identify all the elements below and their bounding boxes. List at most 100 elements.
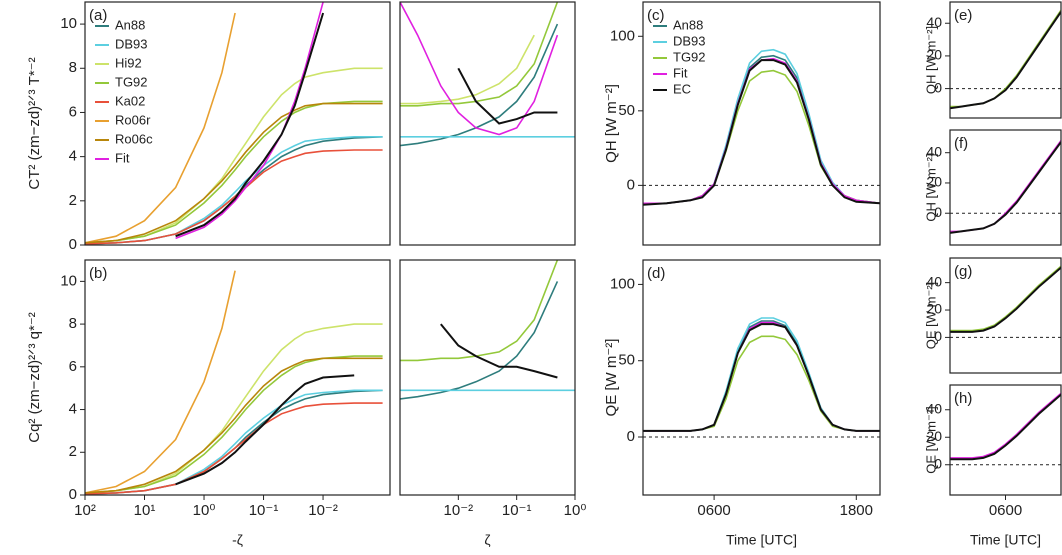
- y-tick-label: 4: [69, 148, 77, 165]
- frame: [642, 259, 881, 496]
- x-tick-label: 10²: [74, 502, 96, 519]
- legend-label: Hi92: [115, 55, 142, 70]
- y-tick-label: 40: [926, 14, 942, 30]
- plot-area: [85, 2, 383, 245]
- legend-label: An88: [115, 17, 145, 32]
- x-tick-label: 10⁰: [193, 502, 216, 519]
- y-tick-label: 10: [60, 15, 77, 32]
- y-axis-label: QH [W m⁻²]: [923, 26, 938, 94]
- panel-label: (h): [954, 390, 972, 407]
- series-line: [440, 323, 558, 379]
- plot-area: [950, 265, 1061, 338]
- series-line: [85, 102, 383, 244]
- series-line: [85, 136, 383, 245]
- series-line: [950, 140, 1061, 233]
- panel-label: (d): [647, 265, 665, 282]
- y-axis-label: QE [W m⁻²]: [923, 282, 938, 350]
- series-line: [400, 34, 535, 105]
- panel-label: (g): [954, 263, 972, 280]
- panel-label: (c): [647, 7, 665, 24]
- series-line: [400, 2, 559, 107]
- frame: [84, 259, 391, 496]
- legend-label: EC: [673, 81, 691, 96]
- series-line: [85, 357, 383, 494]
- y-tick-label: 0: [69, 486, 77, 503]
- y-tick-label: 40: [926, 273, 942, 289]
- y-tick-label: 20: [926, 428, 942, 444]
- y-axis-label: QE [W m⁻²]: [923, 406, 938, 474]
- legend-label: TG92: [115, 74, 148, 89]
- series-line: [400, 281, 559, 400]
- y-tick-label: 10: [60, 272, 77, 289]
- y-tick-label: 2: [69, 192, 77, 209]
- y-axis-label: QH [W m⁻²]: [603, 84, 620, 163]
- x-axis-label: ζ: [484, 532, 490, 548]
- x-tick-label: 10¹: [134, 502, 156, 519]
- y-tick-label: 40: [926, 400, 942, 416]
- series-line: [85, 136, 383, 245]
- series-line: [950, 266, 1061, 333]
- x-tick-label: 10⁰: [564, 502, 587, 519]
- series-line: [950, 393, 1061, 461]
- y-tick-label: 6: [69, 103, 77, 120]
- x-tick-label: 0600: [697, 502, 730, 519]
- y-tick-label: 2: [69, 443, 77, 460]
- x-tick-label: 10⁻²: [444, 502, 474, 519]
- x-axis-label: -ζ: [232, 532, 243, 548]
- y-tick-label: 20: [926, 47, 942, 63]
- x-tick-label: 10⁻¹: [502, 502, 532, 519]
- series-line: [643, 317, 880, 432]
- legend-label: DB93: [115, 36, 148, 51]
- series-line: [85, 12, 236, 244]
- frame: [949, 257, 1062, 374]
- series-line: [85, 389, 383, 495]
- x-axis-label: Time [UTC]: [726, 532, 797, 548]
- legend-label: Fit: [673, 65, 688, 80]
- frame: [642, 1, 881, 246]
- series-line: [643, 321, 880, 432]
- series-line: [85, 149, 383, 245]
- y-axis-label: QE [W m⁻²]: [603, 339, 620, 417]
- series-line: [175, 2, 324, 240]
- x-tick-label: 0600: [989, 502, 1022, 519]
- legend-label: Ro06c: [115, 131, 153, 146]
- series-line: [85, 389, 383, 495]
- legend-label: Fit: [115, 150, 130, 165]
- series-line: [85, 270, 236, 494]
- series-line: [400, 260, 559, 362]
- y-tick-label: 100: [610, 27, 635, 44]
- plot-area: [950, 9, 1061, 110]
- series-line: [85, 323, 383, 494]
- frame: [949, 129, 1062, 246]
- legend-label: Ro06r: [115, 112, 151, 127]
- series-line: [400, 2, 559, 136]
- legend-label: An88: [673, 17, 703, 32]
- series-line: [950, 11, 1061, 110]
- y-tick-label: 0: [627, 428, 635, 445]
- legend-label: TG92: [673, 49, 706, 64]
- y-tick-label: 40: [926, 143, 942, 159]
- y-tick-label: 0: [934, 79, 942, 95]
- x-tick-label: 10⁻¹: [249, 502, 279, 519]
- series-line: [950, 392, 1061, 459]
- y-tick-label: 0: [934, 328, 942, 344]
- y-tick-label: 100: [610, 275, 635, 292]
- series-line: [85, 402, 383, 495]
- legend-label: DB93: [673, 33, 706, 48]
- y-tick-label: 0: [934, 455, 942, 471]
- legend-label: Ka02: [115, 93, 145, 108]
- y-axis-label: QH [W m⁻²]: [923, 153, 938, 221]
- y-tick-label: 8: [69, 315, 77, 332]
- series-line: [400, 23, 559, 147]
- plot-area: [400, 260, 575, 400]
- panel-label: (a): [89, 7, 107, 24]
- plot-area: [643, 317, 880, 438]
- y-tick-label: 50: [618, 352, 635, 369]
- series-line: [175, 374, 355, 486]
- y-axis-label: CT² (zm−zd)²ᐟ³ T*⁻²: [26, 57, 43, 189]
- plot-area: [85, 270, 383, 495]
- panel-label: (f): [954, 135, 968, 152]
- frame: [949, 1, 1062, 119]
- series-line: [950, 141, 1061, 234]
